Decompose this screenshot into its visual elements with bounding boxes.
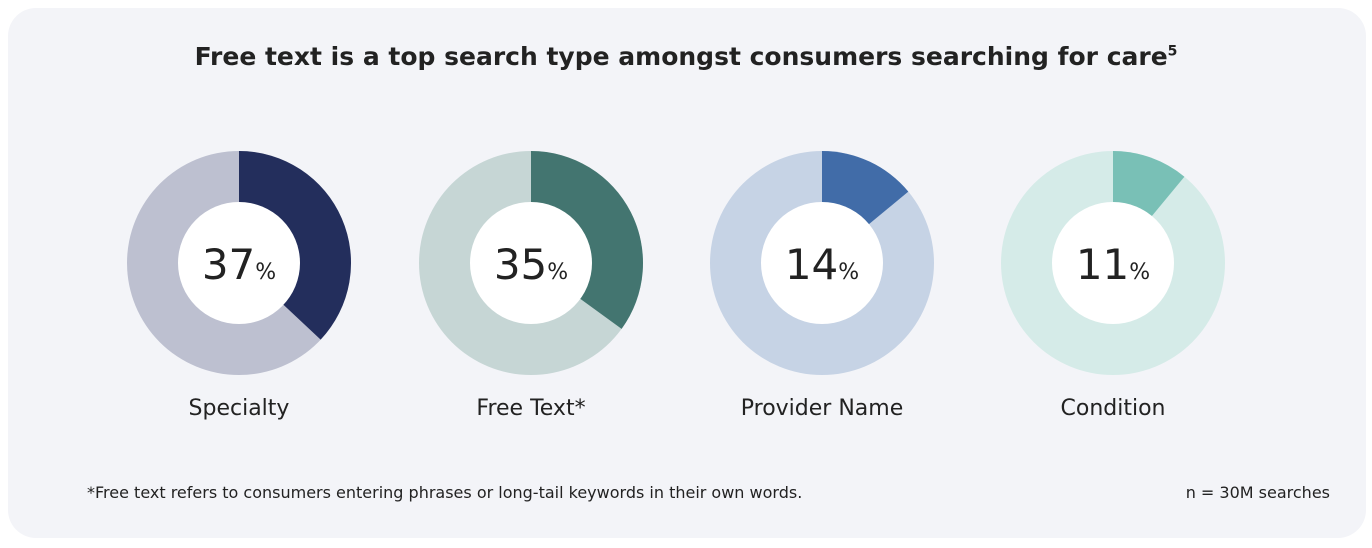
sample-size-note: n = 30M searches (1185, 483, 1330, 502)
donut-hole (178, 202, 300, 324)
chart-title: Free text is a top search type amongst c… (0, 42, 1372, 71)
data-label: 11% (1076, 240, 1150, 289)
data-label: 35% (494, 240, 568, 289)
category-label: Specialty (189, 396, 290, 421)
donut-hole (1052, 202, 1174, 324)
category-label: Free Text* (476, 396, 585, 421)
title-text: Free text is a top search type amongst c… (194, 42, 1168, 71)
footnote: *Free text refers to consumers entering … (87, 483, 803, 502)
category-label: Provider Name (741, 396, 903, 421)
title-footnote-ref: 5 (1167, 43, 1178, 60)
donut-hole (761, 202, 883, 324)
data-label: 37% (202, 240, 276, 289)
data-label: 14% (785, 240, 859, 289)
donut-hole (470, 202, 592, 324)
category-label: Condition (1061, 396, 1166, 421)
